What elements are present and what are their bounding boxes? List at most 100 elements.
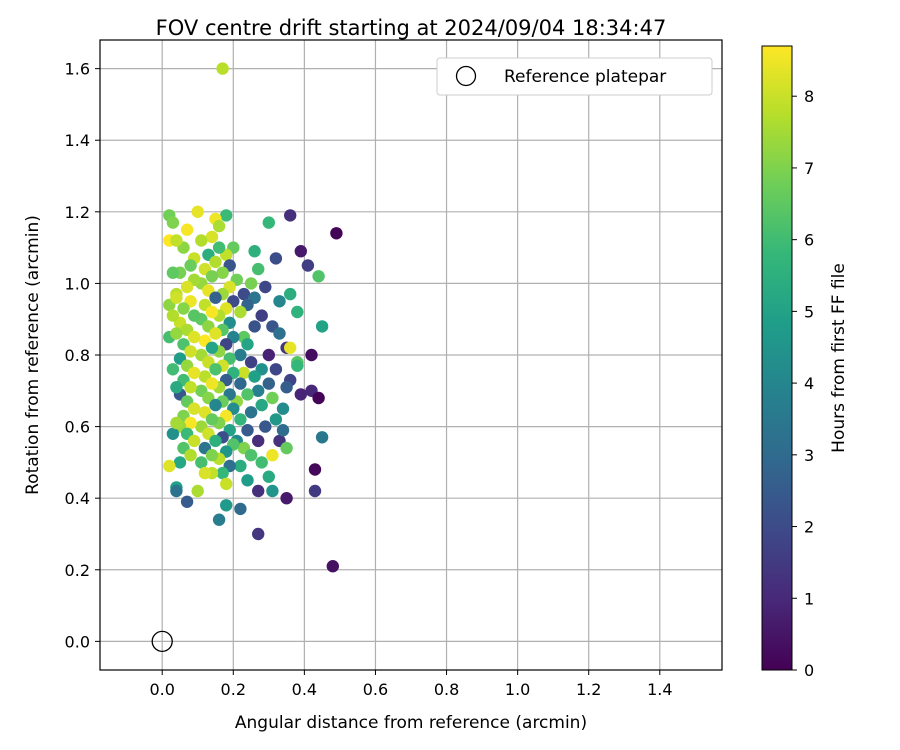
data-point	[234, 459, 247, 473]
y-tick-label: 0.4	[65, 489, 90, 508]
data-point	[234, 377, 247, 390]
data-point	[252, 434, 265, 448]
data-point	[188, 434, 201, 448]
y-tick-label: 0.2	[65, 561, 90, 580]
y-tick-label: 1.6	[65, 60, 90, 79]
data-point	[184, 381, 197, 394]
data-point	[234, 305, 247, 319]
data-point	[248, 320, 261, 333]
data-point	[276, 402, 290, 415]
data-point	[244, 406, 258, 419]
data-point	[291, 305, 304, 319]
data-point	[220, 477, 233, 491]
data-point	[252, 484, 265, 498]
data-point	[220, 209, 233, 222]
colorbar-tick-label: 0	[804, 661, 814, 680]
data-point	[234, 348, 247, 362]
data-point	[212, 219, 226, 233]
x-tick-label: 0.0	[149, 680, 174, 699]
data-point	[284, 209, 297, 222]
data-point	[209, 255, 222, 269]
data-point	[255, 456, 268, 469]
data-point	[237, 287, 251, 301]
data-point	[244, 449, 258, 462]
data-point	[220, 499, 233, 512]
data-point	[241, 338, 254, 351]
data-point	[188, 402, 201, 415]
data-point	[188, 309, 201, 322]
data-point	[291, 359, 304, 372]
x-tick-label: 0.6	[363, 680, 388, 699]
data-point	[308, 463, 322, 476]
data-point	[266, 484, 279, 498]
data-point	[184, 416, 197, 430]
data-point	[315, 431, 329, 444]
y-tick-label: 0.6	[65, 418, 90, 437]
data-point	[237, 366, 251, 380]
data-point	[312, 270, 325, 283]
x-tick-label: 0.2	[221, 680, 246, 699]
data-point	[166, 309, 180, 322]
data-point	[266, 449, 279, 462]
data-point	[252, 384, 265, 397]
data-point	[170, 327, 183, 340]
data-point	[312, 391, 325, 405]
data-point	[241, 474, 254, 487]
data-point	[255, 398, 268, 412]
colorbar-tick-label: 5	[804, 302, 814, 321]
data-point	[205, 305, 219, 319]
data-point	[330, 227, 343, 240]
data-point	[180, 495, 194, 508]
y-axis-label: Rotation from reference (arcmin)	[23, 215, 43, 495]
x-tick-label: 1.0	[505, 680, 530, 699]
data-point	[244, 277, 258, 290]
data-point	[326, 560, 339, 573]
data-point	[216, 62, 229, 75]
data-point	[248, 370, 261, 383]
data-point	[166, 266, 180, 279]
data-point	[188, 366, 201, 380]
x-tick-label: 1.4	[647, 680, 672, 699]
data-point	[269, 252, 283, 265]
data-point	[205, 377, 219, 390]
reference-marker-group	[151, 630, 173, 653]
colorbar-ticks: 0 1 2 3 4 5 6 7 8	[792, 87, 814, 680]
data-point	[305, 348, 318, 362]
data-point	[255, 309, 268, 322]
data-point	[262, 216, 275, 229]
data-point	[177, 302, 190, 315]
colorbar-tick-label: 6	[804, 231, 814, 250]
data-point	[252, 262, 265, 276]
x-axis-ticks: 0.0 0.2 0.4 0.6 0.8 1.0 1.2 1.4	[149, 670, 673, 699]
data-point	[170, 416, 183, 430]
colorbar-tick-label: 7	[804, 159, 814, 178]
data-point	[166, 427, 180, 440]
data-point	[166, 216, 180, 229]
data-point	[209, 434, 222, 448]
data-point	[259, 280, 272, 294]
data-point	[166, 363, 180, 376]
legend-box	[436, 57, 713, 96]
data-point	[266, 391, 279, 405]
data-point	[173, 456, 187, 469]
chart-title: FOV centre drift starting at 2024/09/04 …	[156, 16, 667, 40]
data-point	[209, 398, 222, 412]
data-point	[180, 280, 194, 294]
data-point	[273, 295, 286, 308]
data-point	[205, 341, 219, 354]
data-point	[209, 363, 222, 376]
data-point	[191, 205, 204, 218]
data-point	[273, 327, 286, 340]
data-point	[163, 459, 176, 473]
data-point	[180, 223, 194, 236]
data-point	[234, 413, 247, 426]
data-point	[269, 363, 283, 376]
data-point	[315, 320, 329, 333]
colorbar-tick-label: 4	[804, 374, 814, 393]
data-point	[205, 413, 219, 426]
data-point	[280, 441, 293, 455]
data-point	[269, 413, 283, 426]
colorbar-gradient	[761, 45, 793, 671]
data-point	[216, 266, 229, 279]
data-point	[170, 484, 183, 498]
